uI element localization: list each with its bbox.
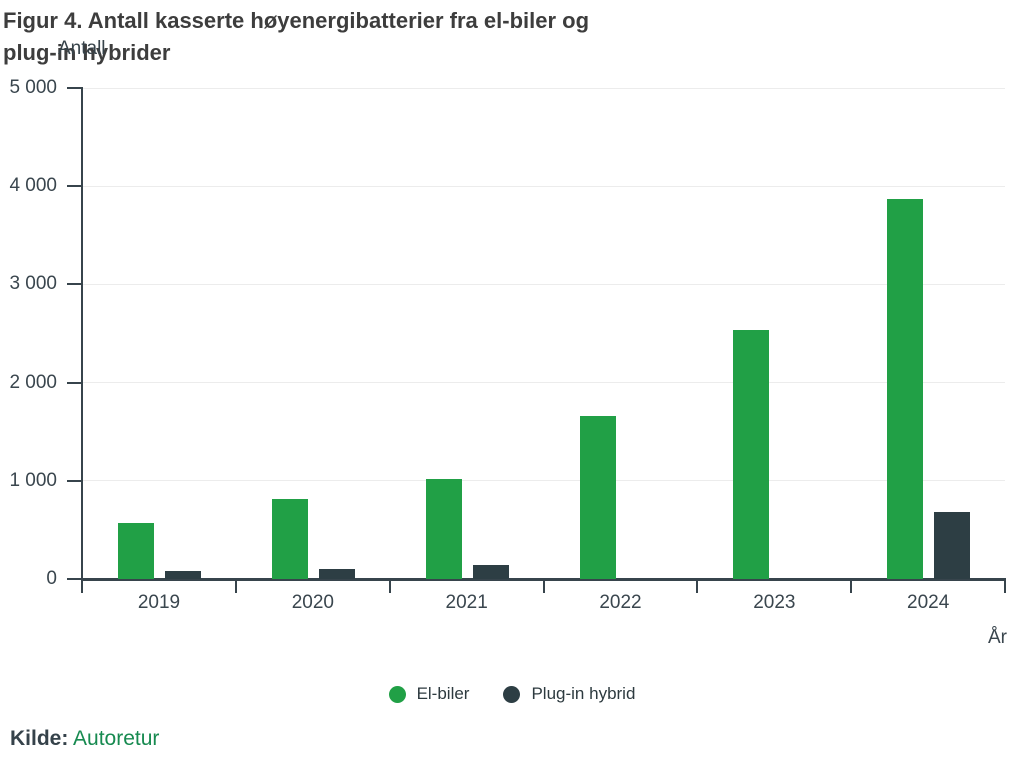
bar-el-biler-2021 (425, 478, 462, 579)
x-axis-title: År (988, 627, 1007, 648)
chart-title-line2: plug-in hybrider (3, 40, 171, 65)
x-axis-line (81, 578, 1006, 581)
plug-in-hybrid-dot-icon (503, 685, 521, 703)
x-tick-label: 2021 (445, 592, 488, 613)
bar-el-biler-2024 (887, 198, 924, 579)
bar-plug-in-hybrid-2024 (934, 512, 971, 579)
y-tick-mark (67, 479, 83, 482)
el-biler-dot-icon (388, 685, 406, 703)
y-tick-label: 1 000 (9, 469, 57, 491)
y-tick-mark (67, 87, 83, 89)
x-tick-label: 2019 (137, 592, 181, 613)
legend: El-biler Plug-in hybrid (0, 682, 1024, 706)
x-tick-mark (542, 580, 545, 593)
legend-item-el-biler: El-biler (388, 684, 470, 704)
plot-area: År 0 1 000 2 000 3 000 4 000 5 000 2019 2020 202… (9, 78, 1007, 649)
y-axis-line (81, 88, 83, 581)
y-tick-label: 4 000 (9, 175, 57, 197)
y-tick-label: 0 (46, 568, 57, 589)
bar-plug-in-hybrid-2020 (318, 569, 355, 579)
x-tick-mark (696, 580, 699, 593)
x-tick-mark (850, 580, 853, 593)
y-tick-label: 5 000 (9, 77, 57, 98)
y-tick-mark (67, 185, 83, 188)
y-axis-title: Antall (58, 38, 106, 59)
legend-label-plugin-hybrid: Plug-in hybrid (531, 684, 636, 703)
y-gridline (82, 185, 1005, 187)
source-line: Kilde: Autoretur (10, 727, 159, 751)
x-tick-mark (81, 580, 83, 593)
bar-el-biler-2019 (118, 523, 154, 579)
chart-title-line1: Figur 4. Antall kasserte høyenergibatter… (3, 8, 590, 33)
legend-label-el-biler: El-biler (416, 684, 470, 703)
bar-plug-in-hybrid-2019 (165, 571, 201, 579)
y-tick-label: 3 000 (9, 273, 57, 295)
source-label: Kilde: (10, 727, 69, 750)
chart-title: Figur 4. Antall kasserte høyenergibatter… (3, 5, 783, 69)
source-link[interactable]: Autoretur (73, 727, 160, 750)
x-tick-label: 2023 (753, 592, 796, 613)
x-tick-label: 2022 (599, 592, 642, 613)
x-tick-label: 2024 (907, 592, 950, 613)
y-gridline (82, 283, 1005, 285)
x-tick-mark (388, 580, 391, 593)
x-tick-mark (234, 580, 237, 593)
y-gridline (82, 382, 1005, 384)
x-tick-mark (1004, 580, 1006, 593)
bar-el-biler-2022 (579, 415, 616, 579)
y-gridline (82, 480, 1005, 482)
bar-el-biler-2020 (271, 499, 308, 579)
legend-item-plugin-hybrid: Plug-in hybrid (503, 684, 635, 704)
y-tick-mark (67, 578, 83, 580)
y-tick-mark (67, 381, 83, 384)
y-gridline (82, 87, 1005, 89)
y-tick-label: 2 000 (9, 371, 57, 393)
y-tick-mark (67, 283, 83, 286)
bar-plug-in-hybrid-2021 (472, 565, 509, 579)
bar-el-biler-2023 (733, 329, 770, 579)
x-tick-label: 2020 (291, 592, 334, 613)
